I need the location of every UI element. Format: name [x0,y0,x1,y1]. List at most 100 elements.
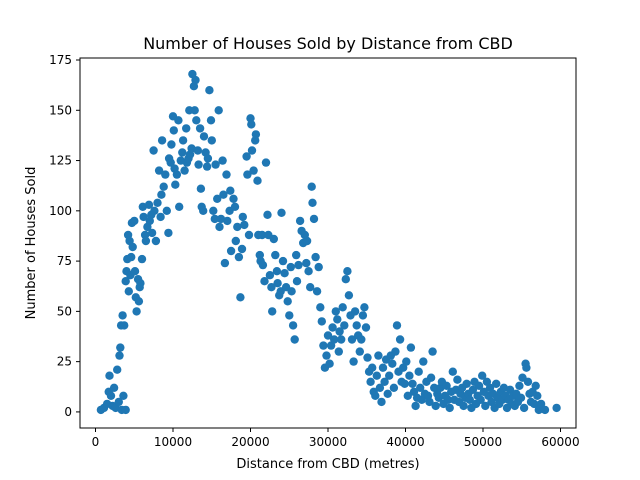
data-point [272,267,282,276]
data-point [366,377,375,386]
data-point [269,234,278,244]
chart-title: Number of Houses Sold by Distance from C… [143,34,513,53]
data-point [121,405,130,415]
data-point [203,154,213,163]
data-point [292,250,301,260]
data-point [431,401,440,411]
data-point [302,258,311,268]
data-point [220,258,230,268]
data-point [151,236,161,246]
data-point [360,303,369,312]
x-axis-label: Distance from CBD (metres) [236,457,419,472]
data-point [214,106,223,115]
y-tick-label: 75 [57,254,72,268]
data-point [352,321,361,330]
y-axis-label: Number of Houses Sold [24,167,39,320]
data-point [311,252,320,262]
y-tick-label: 100 [49,204,72,218]
data-point [536,399,546,409]
data-point [106,391,116,400]
x-tick-label: 50000 [464,435,502,449]
x-tick-label: 0 [92,435,100,449]
data-point [335,327,344,336]
data-point [340,321,349,330]
data-point [273,279,282,288]
data-point [271,250,280,260]
data-point [363,353,372,362]
data-point [287,287,296,296]
data-point [357,335,366,344]
data-point [114,397,124,407]
data-point [139,212,148,222]
data-point [474,381,484,390]
data-point [118,311,127,320]
data-point [388,359,397,368]
data-point [257,230,267,240]
data-point [218,156,227,165]
data-point [395,335,405,344]
data-point [137,254,147,264]
data-point [226,186,235,195]
data-point [141,236,151,246]
data-point [213,194,222,203]
data-point [288,321,298,330]
data-point [385,371,394,380]
data-point [347,335,357,344]
y-tick-label: 150 [49,103,72,117]
data-point [243,170,252,179]
data-point [261,158,271,167]
x-tick-label: 30000 [309,435,347,449]
data-point [195,124,205,133]
data-point [136,279,145,288]
data-point [531,381,540,390]
data-point [171,180,180,189]
data-point [295,216,305,226]
data-point [246,114,255,123]
data-point [408,379,417,388]
data-point [478,371,487,380]
data-point [196,184,206,193]
data-point [132,307,141,316]
data-point [178,148,187,157]
data-point [445,403,454,413]
data-point [253,176,262,185]
data-point [414,367,423,376]
data-point [242,152,251,161]
data-point [476,395,485,404]
data-point [127,252,136,262]
data-point [167,140,176,149]
data-point [128,242,137,252]
data-point [516,393,526,402]
data-point [120,321,129,330]
data-point [150,206,159,215]
data-point [192,116,201,125]
data-point [236,293,245,302]
data-point [391,347,400,356]
data-point [251,130,261,139]
data-point [337,335,346,344]
data-point [368,363,377,372]
data-point [405,371,414,380]
data-point [247,120,256,129]
data-point [223,216,232,226]
data-point [349,357,358,366]
data-point [355,347,364,356]
data-point [237,244,247,254]
data-point [459,401,468,411]
data-point [307,182,316,191]
y-tick-label: 125 [49,154,72,168]
data-point [247,146,257,155]
data-point [375,383,385,392]
data-points [96,69,561,415]
data-point [215,222,224,232]
data-point [302,236,312,246]
data-point [481,401,490,411]
data-point [119,391,128,400]
data-point [317,317,326,326]
data-point [154,166,164,175]
data-point [277,208,286,217]
data-point [211,160,220,169]
data-point [322,351,331,360]
data-point [116,343,125,352]
axes: 0 10000 20000 30000 40000 50000 60000 0 25 50 75 10… [49,53,580,449]
